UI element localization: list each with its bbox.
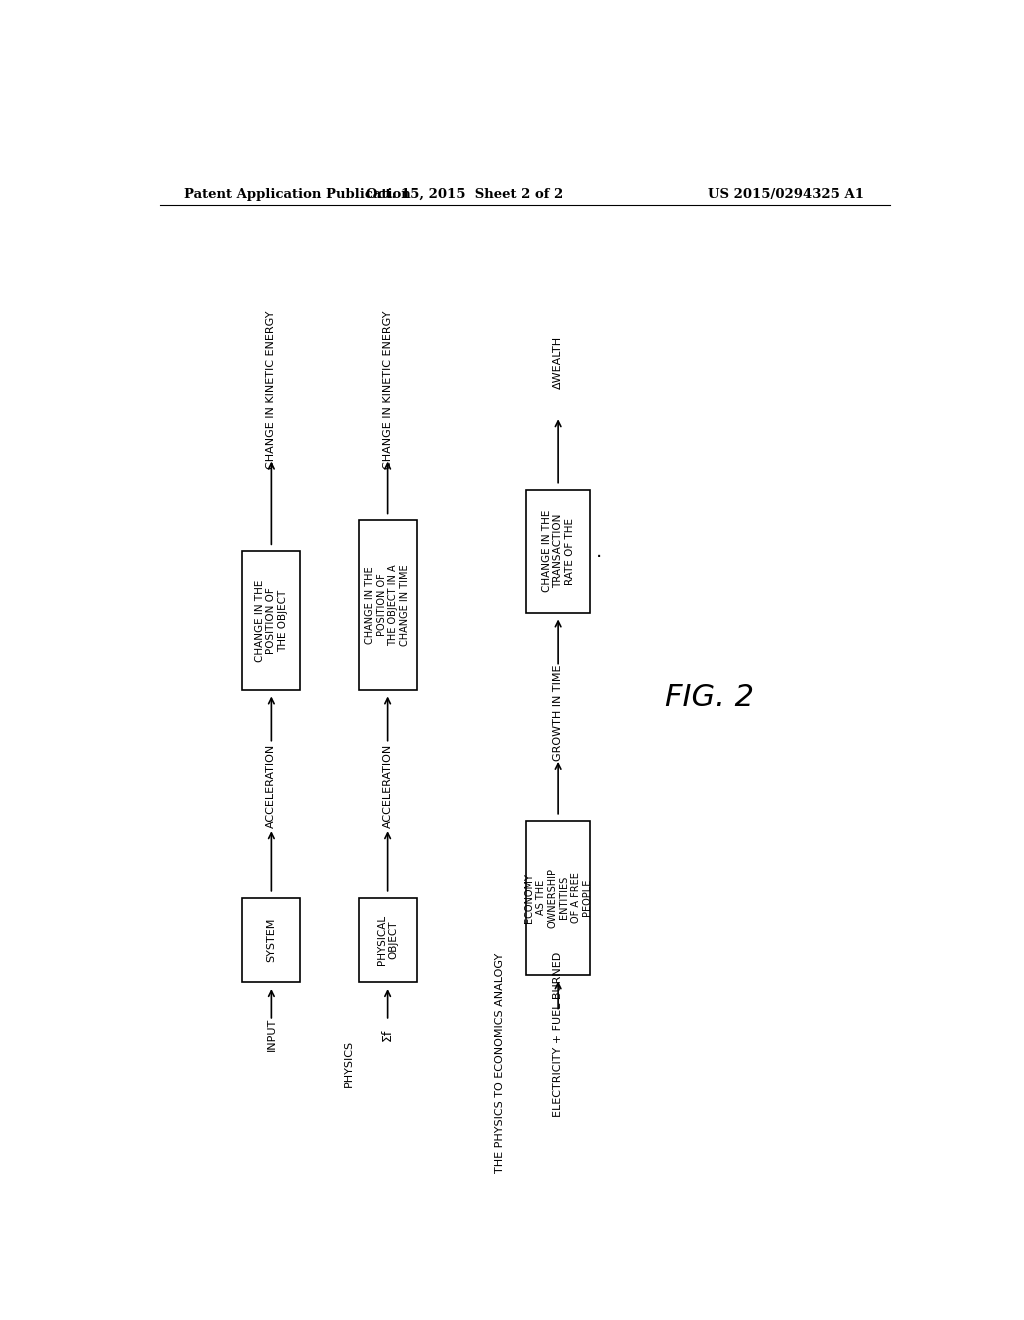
Text: PHYSICAL
OBJECT: PHYSICAL OBJECT <box>377 915 398 965</box>
Text: US 2015/0294325 A1: US 2015/0294325 A1 <box>709 187 864 201</box>
Text: FIG. 2: FIG. 2 <box>665 682 754 711</box>
Text: PHYSICS: PHYSICS <box>344 1040 354 1086</box>
Text: Patent Application Publication: Patent Application Publication <box>183 187 411 201</box>
Bar <box>358 898 417 982</box>
Bar <box>243 898 300 982</box>
Bar <box>526 490 590 612</box>
Text: ECONOMY
AS THE
OWNERSHIP
ENTITIES
OF A FREE
PEOPLE: ECONOMY AS THE OWNERSHIP ENTITIES OF A F… <box>524 867 592 928</box>
Text: ΔWEALTH: ΔWEALTH <box>553 335 563 389</box>
Text: CHANGE IN THE
POSITION OF
THE OBJECT: CHANGE IN THE POSITION OF THE OBJECT <box>255 579 288 661</box>
Text: CHANGE IN THE
TRANSACTION
RATE OF THE: CHANGE IN THE TRANSACTION RATE OF THE <box>542 510 574 593</box>
Bar <box>526 821 590 974</box>
Text: ACCELERATION: ACCELERATION <box>383 744 392 828</box>
Text: Oct. 15, 2015  Sheet 2 of 2: Oct. 15, 2015 Sheet 2 of 2 <box>367 187 564 201</box>
Bar <box>358 520 417 689</box>
Text: THE PHYSICS TO ECONOMICS ANALOGY: THE PHYSICS TO ECONOMICS ANALOGY <box>495 953 505 1173</box>
Text: ACCELERATION: ACCELERATION <box>266 744 276 828</box>
Text: INPUT: INPUT <box>266 1018 276 1051</box>
Text: CHANGE IN THE
POSITION OF
THE OBJECT IN A
CHANGE IN TIME: CHANGE IN THE POSITION OF THE OBJECT IN … <box>366 564 410 645</box>
Text: CHANGE IN KINETIC ENERGY: CHANGE IN KINETIC ENERGY <box>383 310 392 469</box>
Text: .: . <box>596 541 602 561</box>
Text: GROWTH IN TIME: GROWTH IN TIME <box>553 664 563 762</box>
Text: ELECTRICITY + FUEL BURNED: ELECTRICITY + FUEL BURNED <box>553 952 563 1117</box>
Text: CHANGE IN KINETIC ENERGY: CHANGE IN KINETIC ENERGY <box>266 310 276 469</box>
Bar <box>243 552 300 689</box>
Text: SYSTEM: SYSTEM <box>266 917 276 962</box>
Text: Σf: Σf <box>381 1028 394 1041</box>
